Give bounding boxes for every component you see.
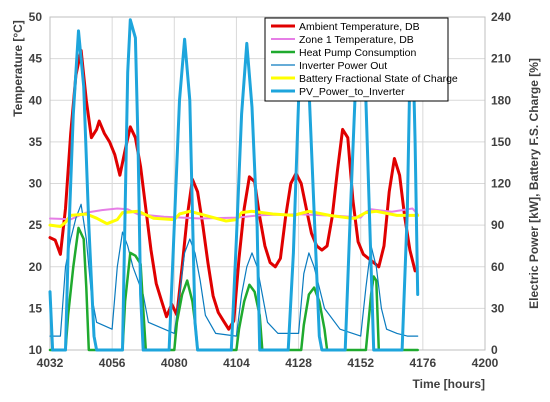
legend-box: [264, 17, 449, 102]
legend-label-3: Inverter Power Out: [299, 60, 387, 72]
y-left-tick-label: 10: [29, 343, 43, 357]
y-right-tick-label: 30: [491, 301, 505, 315]
y-right-tick-label: 0: [491, 343, 498, 357]
y-right-tick-label: 210: [491, 52, 511, 66]
x-tick-label: 4200: [472, 356, 499, 370]
x-tick-label: 4056: [99, 356, 126, 370]
x-tick-label: 4176: [410, 356, 437, 370]
legend-label-4: Battery Fractional State of Charge: [299, 73, 458, 85]
y-axis-right-title: Electric Power [kW], Battery F.S. Charge…: [527, 58, 541, 309]
x-tick-label: 4104: [223, 356, 250, 370]
tick-labels: 4032 4056 4080 4104 4128 4152 4176 4200 10 15 20 25…: [29, 10, 512, 370]
y-left-tick-label: 45: [29, 52, 43, 66]
x-tick-label: 4080: [161, 356, 188, 370]
y-right-tick-label: 90: [491, 218, 505, 232]
y-axis-left-title: Temperature [°C]: [11, 20, 25, 117]
x-axis-title: Time [hours]: [413, 377, 485, 391]
legend-label-0: Ambient Temperature, DB: [299, 21, 420, 33]
y-left-tick-label: 35: [29, 135, 43, 149]
y-left-tick-label: 30: [29, 177, 43, 191]
y-left-tick-label: 50: [29, 10, 43, 24]
series-line-3: [49, 203, 419, 337]
y-right-tick-label: 150: [491, 135, 511, 149]
x-tick-label: 4152: [347, 356, 374, 370]
y-right-tick-label: 120: [491, 177, 511, 191]
legend-label-1: Zone 1 Temperature, DB: [299, 34, 414, 46]
y-left-tick-label: 15: [29, 301, 43, 315]
y-left-tick-label: 20: [29, 260, 43, 274]
x-tick-label: 4128: [285, 356, 312, 370]
legend-label-5: PV_Power_to_Inverter: [299, 86, 405, 98]
y-left-tick-label: 40: [29, 93, 43, 107]
y-left-tick-label: 25: [29, 218, 43, 232]
y-right-tick-label: 60: [491, 260, 505, 274]
x-tick-label: 4032: [37, 356, 64, 370]
legend-label-2: Heat Pump Consumption: [299, 47, 416, 59]
y-right-tick-label: 240: [491, 10, 511, 24]
y-right-tick-label: 180: [491, 93, 511, 107]
